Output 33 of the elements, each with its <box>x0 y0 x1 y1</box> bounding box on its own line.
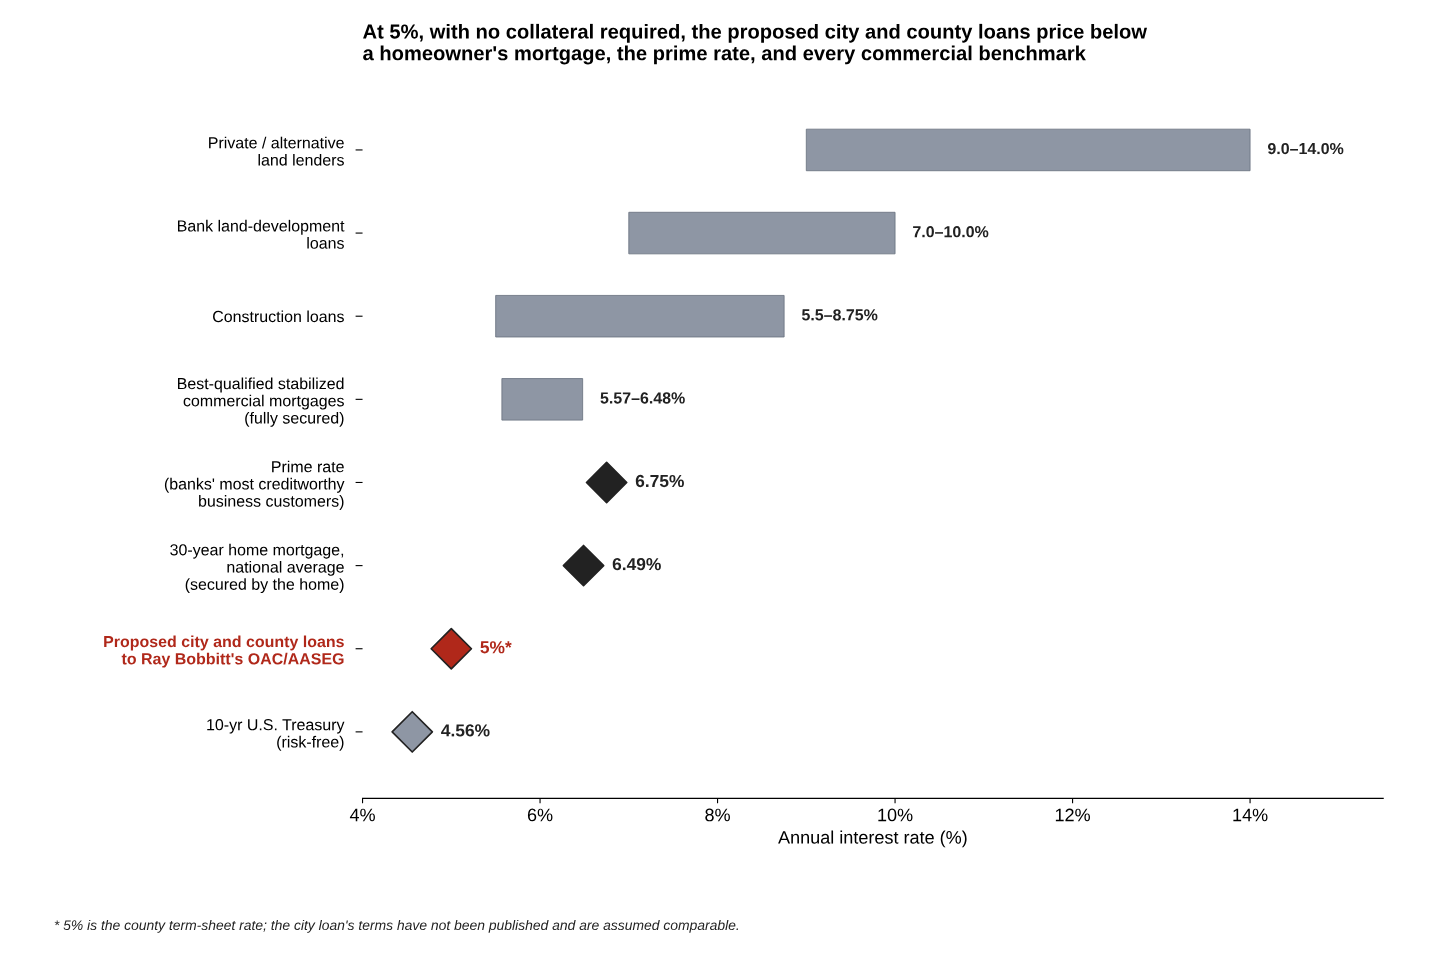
bar <box>628 211 896 255</box>
x-tick-label: 10% <box>878 808 913 822</box>
x-tick-label: 6% <box>527 808 553 822</box>
point <box>391 710 434 753</box>
point <box>430 627 473 670</box>
data-label: 6.49% <box>612 557 661 571</box>
annotation: 7.0–10.0% <box>913 226 989 238</box>
bar <box>495 295 785 338</box>
text: * 5% is the county term-sheet rate; the city loan's terms have not been published and are assumed comparable. <box>54 919 739 933</box>
point <box>562 544 605 587</box>
y-tick-label: Bank land-development loans <box>177 219 345 249</box>
bar <box>501 378 584 421</box>
data-label: 5%* <box>480 641 512 654</box>
x-tick-label: 14% <box>1233 808 1268 822</box>
y-tick-label: Private / alternative land lenders <box>209 136 344 166</box>
y-tick-label: Prime rate (banks' most creditworthy business customers) <box>164 460 345 510</box>
y-tick-label: Construction loans <box>213 310 344 323</box>
annotation: 5.5–8.75% <box>801 309 878 321</box>
y-tick-label: 30-year home mortgage, national average (secured by the home) <box>170 543 344 594</box>
x-tick-label: 8% <box>705 808 730 822</box>
annotation: 9.0–14.0% <box>1267 142 1344 155</box>
y-tick-label: 10-yr U.S. Treasury (risk-free) <box>207 719 345 751</box>
point <box>585 461 628 504</box>
chart-title: At 5%, with no collateral required, the proposed city and county loans price below a homeowner's mortgage, the prime rate, and every commercial benchmark <box>363 23 1148 65</box>
x-tick-label: 12% <box>1055 808 1090 822</box>
annotation: 5.57–6.48% <box>600 392 685 404</box>
bar <box>805 128 1251 172</box>
y-tick-label: Proposed city and county loans to Ray Bobbitt's OAC/AASEG <box>104 635 344 668</box>
data-label: 4.56% <box>441 724 490 737</box>
data-label: 6.75% <box>635 474 684 488</box>
x-axis-title: Annual interest rate (%) <box>778 830 967 848</box>
y-tick-label: Best-qualified stabilized commercial mortgages (fully secured) <box>178 377 344 427</box>
x-tick-label: 4% <box>349 808 375 822</box>
